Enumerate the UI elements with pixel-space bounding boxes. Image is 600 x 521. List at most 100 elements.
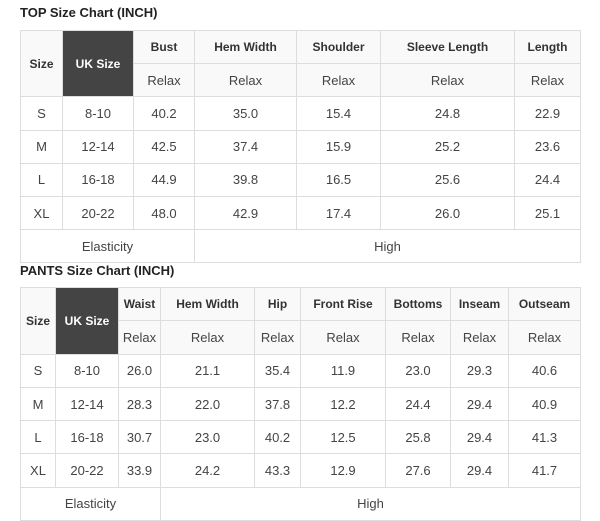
measurement-cell: 39.8 [194, 162, 297, 197]
measurement-cell: 12.9 [300, 453, 386, 488]
measurement-cell: 25.8 [385, 420, 451, 455]
pants-size-table: Size UK Size Waist Hem Width Hip Front Rise Bo… [20, 286, 581, 521]
column-header: Shoulder [296, 29, 381, 65]
elasticity-value: High [160, 486, 581, 521]
measurement-cell: 48.0 [133, 195, 195, 231]
measurement-cell: 30.7 [118, 420, 161, 455]
uk-size-cell: 20-22 [55, 453, 119, 488]
table-row: S 8-10 40.2 35.0 15.4 24.8 22.9 [20, 96, 581, 131]
size-cell: L [20, 420, 56, 455]
size-cell: M [20, 129, 63, 164]
fit-label: Relax [508, 320, 581, 355]
measurement-cell: 17.4 [296, 195, 381, 231]
measurement-cell: 22.0 [160, 386, 255, 422]
measurement-cell: 25.6 [380, 162, 515, 197]
measurement-cell: 24.2 [160, 453, 255, 488]
measurement-cell: 15.9 [296, 129, 381, 164]
size-cell: XL [20, 195, 63, 231]
measurement-cell: 43.3 [254, 453, 301, 488]
top-chart-title: TOP Size Chart (INCH) [20, 5, 158, 20]
measurement-cell: 40.2 [254, 420, 301, 455]
measurement-cell: 33.9 [118, 453, 161, 488]
measurement-cell: 37.4 [194, 129, 297, 164]
size-cell: XL [20, 453, 56, 488]
measurement-cell: 24.8 [380, 96, 515, 131]
measurement-cell: 23.6 [514, 129, 581, 164]
size-cell: M [20, 386, 56, 422]
fit-label: Relax [300, 320, 386, 355]
measurement-cell: 41.7 [508, 453, 581, 488]
uk-size-header: UK Size [55, 287, 119, 355]
measurement-cell: 23.0 [160, 420, 255, 455]
table-row: XL 20-22 48.0 42.9 17.4 26.0 25.1 [20, 195, 581, 231]
fit-label: Relax [296, 63, 381, 98]
measurement-cell: 29.3 [450, 353, 509, 388]
uk-size-cell: 12-14 [55, 386, 119, 422]
uk-size-cell: 20-22 [62, 195, 134, 231]
elasticity-value: High [194, 229, 581, 264]
size-header: Size [20, 287, 56, 355]
uk-size-cell: 16-18 [55, 420, 119, 455]
column-header: Outseam [508, 286, 581, 322]
measurement-cell: 21.1 [160, 353, 255, 388]
pants-chart-title: PANTS Size Chart (INCH) [20, 263, 175, 278]
measurement-cell: 12.2 [300, 386, 386, 422]
size-header: Size [20, 29, 63, 98]
uk-size-cell: 12-14 [62, 129, 134, 164]
fit-label: Relax [194, 63, 297, 98]
measurement-cell: 42.5 [133, 129, 195, 164]
measurement-cell: 40.9 [508, 386, 581, 422]
column-header: Inseam [450, 286, 509, 322]
measurement-cell: 25.2 [380, 129, 515, 164]
column-header: Hip [254, 286, 301, 322]
size-cell: S [20, 96, 63, 131]
top-size-table: Size UK Size Bust Hem Width Shoulder Sleeve L… [20, 29, 581, 264]
measurement-cell: 26.0 [380, 195, 515, 231]
measurement-cell: 27.6 [385, 453, 451, 488]
fit-label: Relax [514, 63, 581, 98]
fit-label: Relax [160, 320, 255, 355]
uk-size-cell: 16-18 [62, 162, 134, 197]
table-row: XL 20-22 33.9 24.2 43.3 12.9 27.6 29.4 41.7 [20, 453, 581, 488]
column-header: Waist [118, 286, 161, 322]
measurement-cell: 42.9 [194, 195, 297, 231]
column-header: Front Rise [300, 286, 386, 322]
uk-size-header: UK Size [62, 29, 134, 98]
measurement-cell: 23.0 [385, 353, 451, 388]
elasticity-label: Elasticity [20, 229, 195, 264]
column-header: Bottoms [385, 286, 451, 322]
measurement-cell: 12.5 [300, 420, 386, 455]
table-row: M 12-14 42.5 37.4 15.9 25.2 23.6 [20, 129, 581, 164]
elasticity-label: Elasticity [20, 486, 161, 521]
size-cell: L [20, 162, 63, 197]
measurement-cell: 29.4 [450, 420, 509, 455]
fit-label: Relax [380, 63, 515, 98]
column-header: Length [514, 29, 581, 65]
measurement-cell: 35.4 [254, 353, 301, 388]
measurement-cell: 28.3 [118, 386, 161, 422]
measurement-cell: 15.4 [296, 96, 381, 131]
size-cell: S [20, 353, 56, 388]
table-row: L 16-18 30.7 23.0 40.2 12.5 25.8 29.4 41.3 [20, 420, 581, 455]
fit-label: Relax [133, 63, 195, 98]
table-row: L 16-18 44.9 39.8 16.5 25.6 24.4 [20, 162, 581, 197]
measurement-cell: 37.8 [254, 386, 301, 422]
measurement-cell: 22.9 [514, 96, 581, 131]
uk-size-cell: 8-10 [55, 353, 119, 388]
measurement-cell: 16.5 [296, 162, 381, 197]
measurement-cell: 29.4 [450, 453, 509, 488]
fit-label: Relax [254, 320, 301, 355]
table-row: S 8-10 26.0 21.1 35.4 11.9 23.0 29.3 40.6 [20, 353, 581, 388]
fit-label: Relax [118, 320, 161, 355]
fit-label: Relax [450, 320, 509, 355]
column-header: Hem Width [160, 286, 255, 322]
measurement-cell: 29.4 [450, 386, 509, 422]
measurement-cell: 40.6 [508, 353, 581, 388]
column-header: Hem Width [194, 29, 297, 65]
measurement-cell: 25.1 [514, 195, 581, 231]
measurement-cell: 26.0 [118, 353, 161, 388]
column-header: Sleeve Length [380, 29, 515, 65]
measurement-cell: 24.4 [514, 162, 581, 197]
uk-size-cell: 8-10 [62, 96, 134, 131]
fit-label: Relax [385, 320, 451, 355]
